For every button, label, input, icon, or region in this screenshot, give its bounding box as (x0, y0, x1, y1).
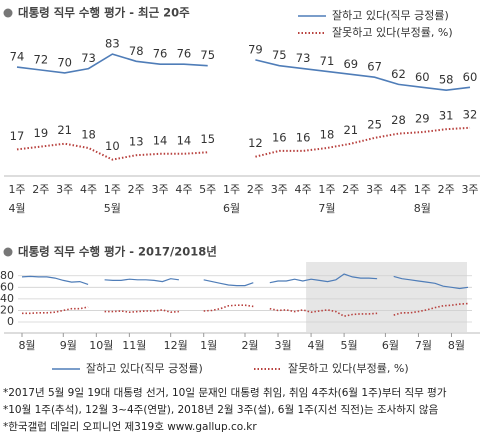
chart-title: 대통령 직무 수행 평가 - 2017/2018년 (18, 245, 217, 259)
x-tick-label: 1주 (104, 183, 121, 196)
data-label: 69 (343, 57, 358, 71)
data-label: 28 (391, 113, 406, 127)
x-tick-label: 5주 (199, 183, 216, 196)
legend-label: 잘하고 있다(직무 긍정률) (332, 8, 449, 22)
highlight-region (306, 262, 467, 332)
footnote: *10월 1주(추석), 12월 3~4주(연말), 2018년 2월 3주(설… (3, 403, 439, 416)
data-label: 78 (129, 44, 144, 58)
data-line (22, 302, 469, 318)
data-label: 75 (200, 48, 215, 62)
x-tick-label: 1주 (318, 183, 335, 196)
data-label: 19 (34, 126, 49, 140)
data-line (16, 53, 471, 92)
title-bullet (3, 8, 13, 18)
data-label: 12 (248, 136, 263, 150)
data-label: 83 (105, 37, 120, 51)
data-label: 13 (129, 135, 144, 149)
data-label: 75 (272, 48, 287, 62)
x-tick-label: 8월 (448, 339, 465, 352)
x-tick-label: 2주 (247, 183, 264, 196)
x-tick-label: 4주 (295, 183, 312, 196)
data-label: 71 (320, 54, 335, 68)
x-tick-label: 4주 (80, 183, 97, 196)
x-tick-label: 2주 (438, 183, 455, 196)
month-label: 6월 (223, 202, 240, 215)
x-tick-label: 4월 (308, 339, 325, 352)
data-label: 32 (463, 107, 478, 121)
data-label: 60 (415, 70, 430, 84)
chart-title: 대통령 직무 수행 평가 - 최근 20주 (18, 6, 190, 20)
data-label: 72 (34, 53, 49, 67)
data-label: 70 (57, 55, 72, 69)
x-tick-label: 8월 (18, 339, 35, 352)
data-line (16, 126, 471, 161)
legend-label: 잘못하고 있다(부정률, %) (288, 361, 409, 375)
x-tick-label: 1월 (200, 339, 217, 352)
x-tick-label: 4주 (390, 183, 407, 196)
x-tick-label: 1주 (8, 183, 25, 196)
month-label: 7월 (318, 202, 335, 215)
data-label: 60 (463, 70, 478, 84)
data-label: 21 (57, 123, 72, 137)
data-label: 29 (415, 112, 430, 126)
y-tick-label: 80 (0, 269, 14, 282)
x-tick-label: 3월 (274, 339, 291, 352)
x-tick-label: 12월 (164, 339, 188, 352)
footnote: *한국갤럽 데일리 오피니언 제319호 www.gallup.co.kr (3, 420, 257, 433)
data-label: 76 (153, 47, 168, 61)
data-label: 21 (343, 123, 358, 137)
footnote: *2017년 5월 9일 19대 대통령 선거, 10일 문재인 대통령 취임,… (3, 386, 447, 399)
y-tick-label: 60 (0, 280, 14, 293)
x-tick-label: 5월 (341, 339, 358, 352)
data-label: 76 (177, 47, 192, 61)
data-label: 10 (105, 139, 120, 153)
x-tick-label: 2주 (342, 183, 359, 196)
x-tick-label: 4주 (175, 183, 192, 196)
x-tick-label: 3주 (56, 183, 73, 196)
data-label: 58 (439, 73, 454, 87)
data-label: 17 (10, 129, 25, 143)
x-tick-label: 6월 (382, 339, 399, 352)
x-tick-label: 3주 (366, 183, 383, 196)
month-label: 4월 (8, 202, 25, 215)
data-label: 14 (153, 133, 168, 147)
y-tick-label: 0 (7, 315, 14, 328)
data-label: 18 (320, 128, 335, 142)
data-label: 16 (272, 130, 287, 144)
data-label: 16 (296, 130, 311, 144)
y-tick-label: 20 (0, 303, 14, 316)
x-tick-label: 3주 (461, 183, 478, 196)
data-label: 14 (177, 133, 192, 147)
x-tick-label: 3주 (271, 183, 288, 196)
data-line (21, 273, 469, 290)
x-tick-label: 1주 (414, 183, 431, 196)
x-tick-label: 2주 (128, 183, 145, 196)
data-label: 73 (296, 51, 311, 65)
data-label: 67 (367, 60, 382, 74)
y-tick-label: 40 (0, 292, 14, 305)
data-label: 73 (81, 51, 96, 65)
x-tick-label: 3주 (151, 183, 168, 196)
data-label: 25 (367, 117, 382, 131)
x-tick-label: 9월 (60, 339, 77, 352)
month-label: 5월 (104, 202, 121, 215)
month-label: 8월 (414, 202, 431, 215)
legend-label: 잘하고 있다(직무 긍정률) (86, 361, 203, 375)
x-tick-label: 2주 (32, 183, 49, 196)
data-label: 74 (10, 50, 25, 64)
x-tick-label: 2월 (241, 339, 258, 352)
legend-label: 잘못하고 있다(부정률, %) (332, 25, 453, 39)
x-tick-label: 11월 (122, 339, 146, 352)
data-label: 18 (81, 128, 96, 142)
data-label: 15 (200, 132, 215, 146)
data-label: 31 (439, 109, 454, 123)
x-tick-label: 10월 (89, 339, 113, 352)
data-label: 62 (391, 67, 406, 81)
x-tick-label: 7월 (415, 339, 432, 352)
x-tick-label: 1주 (223, 183, 240, 196)
title-bullet (3, 247, 13, 257)
data-label: 79 (248, 42, 263, 56)
